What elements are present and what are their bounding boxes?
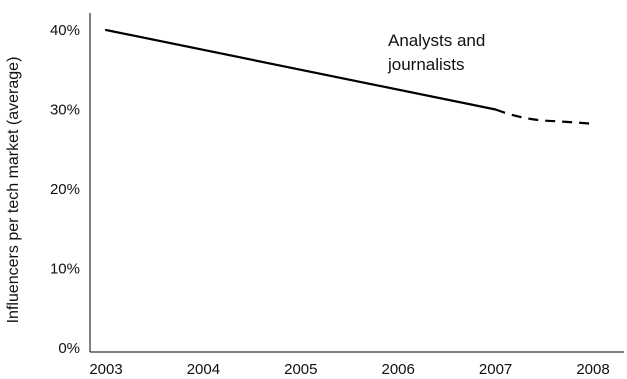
x-tick-label: 2008 bbox=[576, 361, 609, 378]
y-tick-label: 40% bbox=[50, 22, 80, 39]
y-tick-label: 30% bbox=[50, 102, 80, 119]
x-tick-label: 2005 bbox=[284, 361, 317, 378]
x-axis-ticks: 2003 2004 2005 2006 2007 2008 bbox=[89, 361, 609, 378]
series-annotation: Analysts and journalists bbox=[387, 31, 485, 74]
y-axis-ticks: 0% 10% 20% 30% 40% bbox=[50, 22, 80, 357]
series-line-projection bbox=[495, 108, 594, 125]
x-tick-label: 2007 bbox=[479, 361, 512, 378]
y-tick-label: 20% bbox=[50, 181, 80, 198]
y-axis-title: Influencers per tech market (average) bbox=[5, 57, 22, 324]
chart-axes bbox=[89, 13, 624, 353]
x-tick-label: 2004 bbox=[187, 361, 220, 378]
annotation-line: journalists bbox=[387, 55, 465, 74]
x-tick-label: 2003 bbox=[89, 361, 122, 378]
series-line-solid bbox=[104, 28, 497, 111]
series-layer bbox=[104, 28, 594, 125]
y-tick-label: 10% bbox=[50, 261, 80, 278]
x-tick-label: 2006 bbox=[382, 361, 415, 378]
y-tick-label: 0% bbox=[58, 340, 80, 357]
annotation-line: Analysts and bbox=[388, 31, 485, 50]
